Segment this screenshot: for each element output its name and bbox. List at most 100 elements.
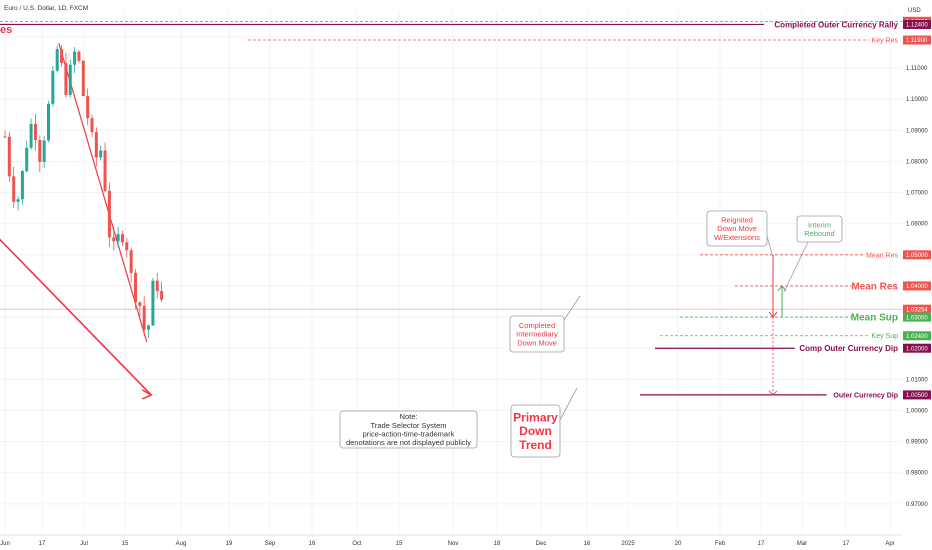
level-label-bg-8 — [826, 390, 900, 400]
candle-body — [103, 150, 107, 191]
primary-trend-callout-line-1: Down — [519, 424, 552, 438]
candle-body — [77, 51, 81, 61]
candle-body — [29, 123, 33, 148]
price-tag-label: 1.03000 — [906, 315, 928, 321]
x-tick-label: 17 — [843, 541, 850, 547]
x-tick-label: Apr — [885, 541, 894, 547]
level-label-5: Mean Sup — [851, 313, 898, 324]
price-tag-bg — [903, 19, 931, 29]
candle-body — [147, 325, 151, 330]
x-tick-label: Feb — [715, 541, 726, 547]
candle-body — [33, 123, 37, 141]
x-tick-label: Oct — [352, 541, 362, 547]
reignited-callout-line-2: W/Extensions — [714, 233, 760, 242]
candle-body — [116, 234, 120, 242]
candle-body — [134, 272, 137, 303]
candle-body — [42, 140, 46, 162]
note-box: Note:Trade Selector Systemprice-action-t… — [339, 410, 478, 449]
price-tag-label: 1.02400 — [906, 334, 928, 340]
y-tick-label: 0.99000 — [906, 440, 928, 446]
x-tick-label: 15 — [122, 541, 129, 547]
level-label-0: Completed Outer Currency Rally — [774, 20, 898, 29]
projection-arrows — [768, 254, 787, 396]
y-tick-label: 1.08000 — [906, 159, 928, 165]
interim-callout-box — [796, 215, 843, 243]
completed-intermediary-callout-box — [509, 315, 565, 353]
x-tick-label: 15 — [396, 541, 403, 547]
candle-body — [142, 305, 146, 330]
price-axis-bg — [902, 0, 932, 550]
x-tick-label: 16 — [584, 541, 591, 547]
trendline-0 — [58, 42, 148, 343]
price-tag-bg — [903, 343, 931, 353]
level-label-bg-2 — [869, 35, 900, 45]
candle-body — [16, 199, 20, 202]
interim-callout-leader — [783, 241, 809, 293]
price-tag-bg — [903, 312, 931, 322]
primary-trend-callout-box — [510, 404, 561, 458]
currency-label: USD — [908, 8, 921, 14]
price-tag-label: 1.02000 — [906, 346, 928, 352]
y-tick-label: 0.98000 — [906, 471, 928, 477]
extension-arrowhead — [768, 390, 778, 396]
interim-callout-line-1: Rebound — [804, 229, 834, 238]
primary-arrowhead — [141, 389, 153, 400]
primary-trend-callout-line-0: Primary — [513, 410, 558, 424]
y-tick-label: 0.97000 — [906, 502, 928, 508]
completed-intermediary-callout-leader — [563, 295, 581, 321]
x-tick-label: 16 — [309, 541, 316, 547]
reignited-callout-line-0: Reignited — [721, 216, 753, 225]
primary-trend-callout-line-2: Trend — [519, 438, 552, 452]
cropped-label: es — [0, 24, 12, 36]
candle-body — [12, 176, 16, 202]
candle-body — [138, 302, 142, 306]
candle-body — [20, 171, 24, 200]
y-tick-label: 1.10000 — [906, 97, 928, 103]
candle-body — [55, 49, 59, 71]
level-label-bg-3 — [865, 249, 900, 260]
note-box-box — [339, 410, 478, 449]
price-tag-label: 1.11900 — [906, 38, 928, 44]
level-label-4: Mean Res — [851, 281, 898, 292]
y-tick-label: 1.07000 — [906, 191, 928, 197]
candle-body — [151, 280, 155, 326]
candle-body — [129, 250, 133, 273]
x-tick-label: Nov — [448, 541, 459, 547]
candle-body — [51, 70, 55, 104]
y-tick-label: 1.00000 — [906, 408, 928, 414]
candle-body — [90, 118, 94, 133]
x-tick-label: Sep — [265, 541, 276, 547]
candle-body — [107, 190, 111, 238]
price-tag-label: 1.12400 — [906, 23, 928, 29]
trendlines — [0, 42, 153, 400]
symbol-title: Euro / U.S. Dollar, 1D, FXCM — [4, 5, 88, 12]
price-tag-bg — [903, 250, 931, 260]
completed-intermediary-callout-line-2: Down Move — [517, 338, 557, 347]
candle-body — [86, 96, 90, 119]
x-tick-label: 2025 — [621, 541, 635, 547]
candle-body — [94, 132, 98, 158]
price-tag-label: 1.04000 — [906, 284, 928, 290]
primary-trend-callout-leader — [559, 387, 578, 421]
note-box-line-3: denotations are not displayed publicly — [346, 438, 471, 447]
candle-body — [120, 234, 124, 243]
price-axis[interactable]: 1.11000 1.10000 1.09000 1.08000 1.07000 1.060… — [902, 0, 932, 550]
interim-callout-line-0: Interim — [808, 220, 831, 229]
y-tick-label: 1.09000 — [906, 128, 928, 134]
x-tick-label: Mar — [797, 541, 807, 547]
level-label-bg-6 — [869, 330, 900, 340]
completed-intermediary-callout-line-0: Completed — [519, 321, 555, 330]
price-tag-bg — [903, 304, 931, 314]
level-label-bg-4 — [852, 278, 900, 292]
candle-body — [125, 242, 129, 251]
candle-body — [64, 62, 68, 95]
time-axis[interactable]: Jun 17 Jul 15 Aug 19 Sep 16 Oct 15 Nov 18 Dec 16 2025 2… — [0, 534, 902, 547]
candle-body — [81, 60, 85, 97]
candle-body — [47, 103, 50, 141]
horizontal-levels: Completed Outer Currency Rally Key Res Mea… — [0, 18, 902, 400]
candle-body — [60, 49, 64, 63]
candle-body — [73, 51, 77, 65]
